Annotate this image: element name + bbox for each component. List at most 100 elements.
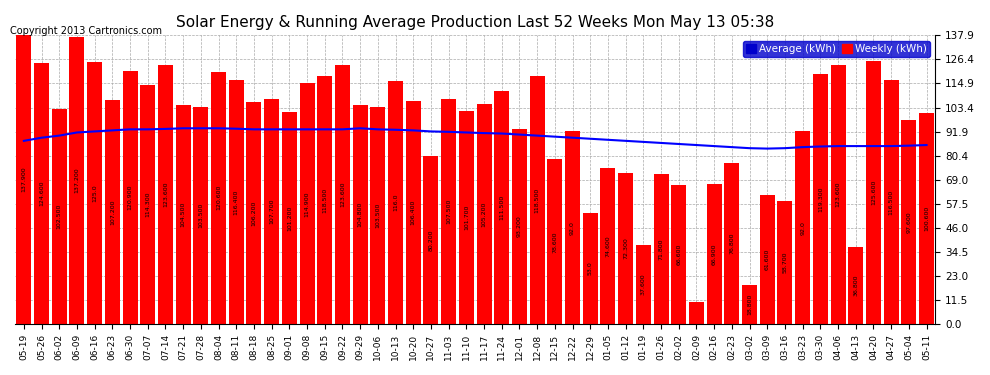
Bar <box>636 245 650 324</box>
Title: Solar Energy & Running Average Production Last 52 Weeks Mon May 13 05:38: Solar Energy & Running Average Productio… <box>176 15 774 30</box>
Bar <box>123 71 138 324</box>
Bar <box>901 120 917 324</box>
Bar <box>725 163 740 324</box>
Bar <box>777 201 792 324</box>
Text: 53.0: 53.0 <box>588 262 593 275</box>
Bar <box>158 65 173 324</box>
Bar <box>264 99 279 324</box>
Bar <box>247 102 261 324</box>
Text: 80.200: 80.200 <box>429 230 434 251</box>
Text: 101.700: 101.700 <box>464 205 469 230</box>
Text: 92.0: 92.0 <box>800 221 805 235</box>
Bar <box>583 213 598 324</box>
Bar <box>707 184 722 324</box>
Text: 118.500: 118.500 <box>323 188 328 213</box>
Bar <box>211 72 226 324</box>
Text: 58.700: 58.700 <box>782 252 787 273</box>
Text: 103.500: 103.500 <box>375 203 380 228</box>
Text: 100.600: 100.600 <box>924 206 929 231</box>
Text: 114.900: 114.900 <box>305 191 310 216</box>
Bar <box>759 195 775 324</box>
Text: 37.600: 37.600 <box>641 274 645 296</box>
Text: 137.200: 137.200 <box>74 168 79 193</box>
Bar <box>16 35 32 324</box>
Bar <box>335 65 350 324</box>
Text: 71.800: 71.800 <box>658 238 663 260</box>
Bar <box>69 37 84 324</box>
Text: 124.600: 124.600 <box>39 181 44 206</box>
Text: 76.800: 76.800 <box>730 233 735 254</box>
Bar <box>653 174 668 324</box>
Bar <box>848 247 863 324</box>
Bar <box>34 63 50 324</box>
Text: 137.900: 137.900 <box>22 167 27 192</box>
Text: 125.0: 125.0 <box>92 184 97 202</box>
Text: 72.300: 72.300 <box>623 237 628 259</box>
Bar <box>689 302 704 324</box>
Text: 118.500: 118.500 <box>535 188 540 213</box>
Bar <box>141 85 155 324</box>
Bar <box>388 81 403 324</box>
Text: 106.400: 106.400 <box>411 200 416 225</box>
Bar <box>406 101 421 324</box>
Bar <box>530 76 544 324</box>
Bar <box>547 159 562 324</box>
Text: 92.0: 92.0 <box>570 221 575 235</box>
Bar <box>565 131 580 324</box>
Text: 61.600: 61.600 <box>764 249 770 270</box>
Bar <box>282 112 297 324</box>
Text: 105.200: 105.200 <box>481 201 486 226</box>
Text: 116.500: 116.500 <box>889 189 894 215</box>
Bar <box>742 285 757 324</box>
Text: 97.600: 97.600 <box>907 211 912 232</box>
Bar <box>370 107 385 324</box>
Bar <box>884 80 899 324</box>
Text: 18.800: 18.800 <box>747 294 752 315</box>
Bar <box>671 184 686 324</box>
Text: 114.300: 114.300 <box>146 192 150 217</box>
Text: 125.600: 125.600 <box>871 180 876 205</box>
Text: 104.800: 104.800 <box>357 202 362 227</box>
Bar <box>229 80 244 324</box>
Bar <box>494 91 509 324</box>
Text: 116.400: 116.400 <box>234 189 239 215</box>
Text: Copyright 2013 Cartronics.com: Copyright 2013 Cartronics.com <box>10 26 162 36</box>
Text: 111.500: 111.500 <box>499 195 504 220</box>
Bar <box>618 172 634 324</box>
Bar <box>51 110 66 324</box>
Bar <box>87 62 102 324</box>
Bar <box>458 111 474 324</box>
Text: 102.500: 102.500 <box>56 204 61 230</box>
Bar <box>105 100 120 324</box>
Bar <box>512 129 527 324</box>
Text: 66.600: 66.600 <box>676 244 681 265</box>
Text: 123.600: 123.600 <box>340 182 345 207</box>
Bar <box>352 105 367 324</box>
Text: 120.900: 120.900 <box>128 185 133 210</box>
Text: 78.600: 78.600 <box>552 231 557 252</box>
Bar <box>795 131 810 324</box>
Bar <box>442 99 456 324</box>
Text: 66.900: 66.900 <box>712 243 717 265</box>
Text: 106.200: 106.200 <box>251 200 256 225</box>
Text: 36.800: 36.800 <box>853 275 858 296</box>
Text: 93.200: 93.200 <box>517 216 522 237</box>
Bar <box>919 113 935 324</box>
Bar <box>193 107 208 324</box>
Text: 116.0: 116.0 <box>393 194 398 211</box>
Bar <box>866 61 881 324</box>
Bar <box>600 168 616 324</box>
Text: 107.500: 107.500 <box>446 199 451 224</box>
Text: 74.600: 74.600 <box>606 235 611 257</box>
Bar <box>424 156 439 324</box>
Legend: Average (kWh), Weekly (kWh): Average (kWh), Weekly (kWh) <box>742 40 931 57</box>
Text: 103.500: 103.500 <box>198 203 203 228</box>
Bar <box>831 65 845 324</box>
Text: 101.200: 101.200 <box>287 206 292 231</box>
Text: 107.700: 107.700 <box>269 198 274 224</box>
Bar <box>317 76 333 324</box>
Bar <box>476 104 492 324</box>
Text: 120.600: 120.600 <box>216 185 221 210</box>
Bar <box>300 84 315 324</box>
Bar <box>813 74 828 324</box>
